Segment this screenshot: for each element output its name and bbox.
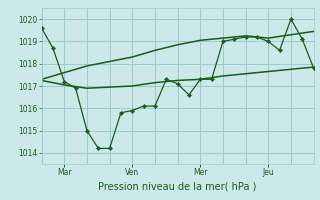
X-axis label: Pression niveau de la mer( hPa ): Pression niveau de la mer( hPa ) — [99, 181, 257, 191]
